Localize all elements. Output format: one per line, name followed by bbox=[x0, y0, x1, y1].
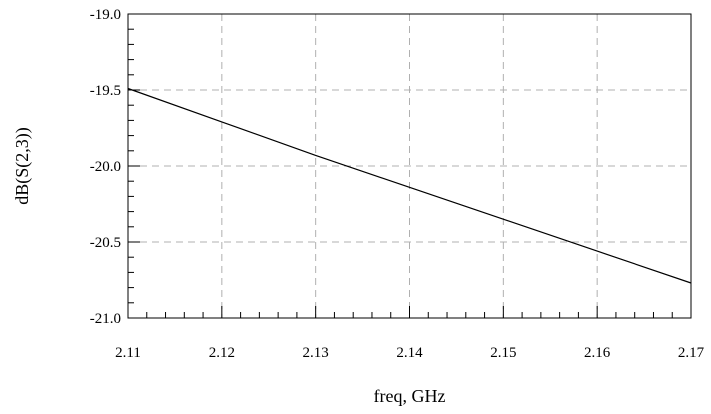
series-line bbox=[127, 87, 692, 284]
tick-labels: 2.11 2.12 2.13 2.14 2.15 2.16 2.17 -19.0 -19.5 -2… bbox=[90, 7, 705, 361]
y-tick-label: -20.5 bbox=[90, 235, 121, 251]
x-tick-label: 2.14 bbox=[396, 345, 423, 361]
y-tick-label: -20.0 bbox=[90, 159, 121, 175]
y-tick-label: -21.0 bbox=[90, 311, 121, 327]
grid bbox=[128, 14, 691, 318]
x-tick-label: 2.11 bbox=[115, 345, 141, 361]
x-tick-label: 2.13 bbox=[303, 345, 329, 361]
y-tick-label: -19.0 bbox=[90, 7, 121, 23]
x-tick-label: 2.16 bbox=[584, 345, 611, 361]
series-layer bbox=[127, 87, 692, 284]
x-axis-title: freq, GHz bbox=[374, 386, 446, 406]
x-tick-label: 2.12 bbox=[209, 345, 235, 361]
x-tick-label: 2.15 bbox=[490, 345, 516, 361]
tick-marks bbox=[127, 13, 692, 319]
x-tick-label: 2.17 bbox=[678, 345, 705, 361]
y-axis-title: dB(S(2,3)) bbox=[12, 127, 33, 205]
y-tick-label: -19.5 bbox=[90, 83, 121, 99]
